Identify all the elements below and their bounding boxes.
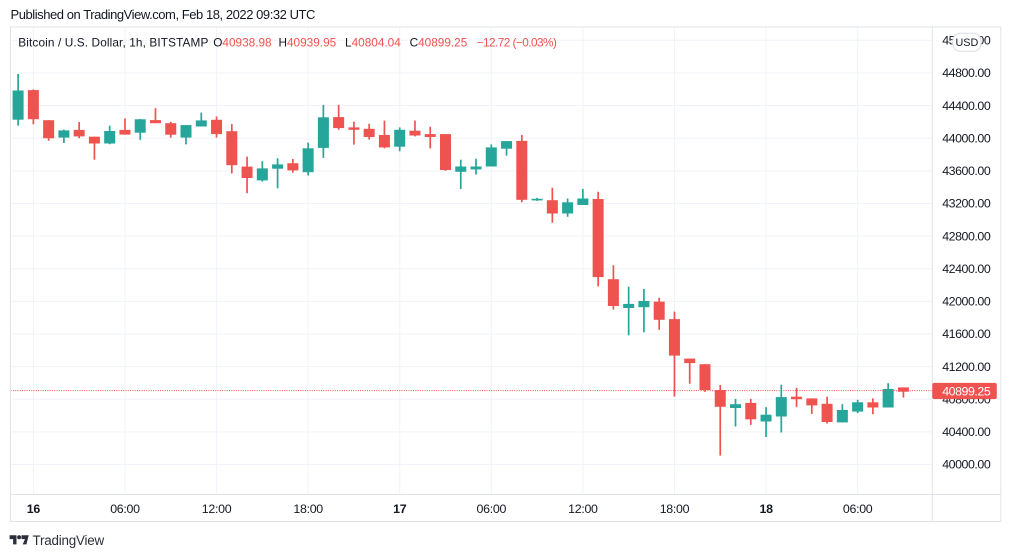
svg-text:16: 16 (27, 502, 41, 516)
svg-text:42400.00: 42400.00 (942, 262, 991, 276)
svg-text:44800.00: 44800.00 (942, 66, 991, 80)
svg-text:06:00: 06:00 (477, 502, 507, 516)
svg-text:44000.00: 44000.00 (942, 131, 991, 145)
svg-text:Bitcoin / U.S. Dollar, 1h, BIT: Bitcoin / U.S. Dollar, 1h, BITSTAMP O4093… (18, 35, 557, 49)
svg-text:43200.00: 43200.00 (942, 197, 991, 211)
svg-text:44400.00: 44400.00 (942, 99, 991, 113)
svg-text:18:00: 18:00 (660, 502, 690, 516)
svg-text:17: 17 (393, 502, 407, 516)
svg-text:06:00: 06:00 (110, 502, 140, 516)
svg-text:40000.00: 40000.00 (942, 458, 991, 472)
svg-text:TradingView: TradingView (33, 533, 105, 548)
svg-text:41200.00: 41200.00 (942, 360, 991, 374)
svg-text:USD: USD (956, 37, 979, 49)
svg-text:40400.00: 40400.00 (942, 425, 991, 439)
svg-text:18:00: 18:00 (293, 502, 323, 516)
svg-text:12:00: 12:00 (568, 502, 598, 516)
svg-text:Published on TradingView.com,: Published on TradingView.com, Feb 18, 20… (11, 7, 316, 22)
svg-text:18: 18 (759, 502, 773, 516)
svg-text:42000.00: 42000.00 (942, 295, 991, 309)
svg-text:43600.00: 43600.00 (942, 164, 991, 178)
svg-text:41600.00: 41600.00 (942, 327, 991, 341)
svg-text:06:00: 06:00 (843, 502, 873, 516)
svg-text:40899.25: 40899.25 (942, 384, 991, 398)
svg-text:42800.00: 42800.00 (942, 229, 991, 243)
svg-text:12:00: 12:00 (202, 502, 232, 516)
